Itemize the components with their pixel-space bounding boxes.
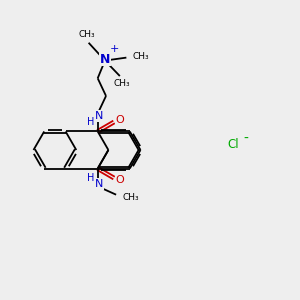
Text: H: H <box>87 173 94 183</box>
Text: H: H <box>87 117 94 127</box>
Text: O: O <box>115 175 124 184</box>
Text: O: O <box>115 116 124 125</box>
Text: -: - <box>243 132 248 146</box>
Text: CH₃: CH₃ <box>113 79 130 88</box>
Text: CH₃: CH₃ <box>132 52 149 61</box>
Text: CH₃: CH₃ <box>79 30 95 39</box>
Text: Cl: Cl <box>227 138 239 151</box>
Text: CH₃: CH₃ <box>123 193 139 202</box>
Text: N: N <box>100 52 110 66</box>
Text: N: N <box>95 179 103 189</box>
Text: +: + <box>110 44 119 54</box>
Text: N: N <box>95 111 103 121</box>
